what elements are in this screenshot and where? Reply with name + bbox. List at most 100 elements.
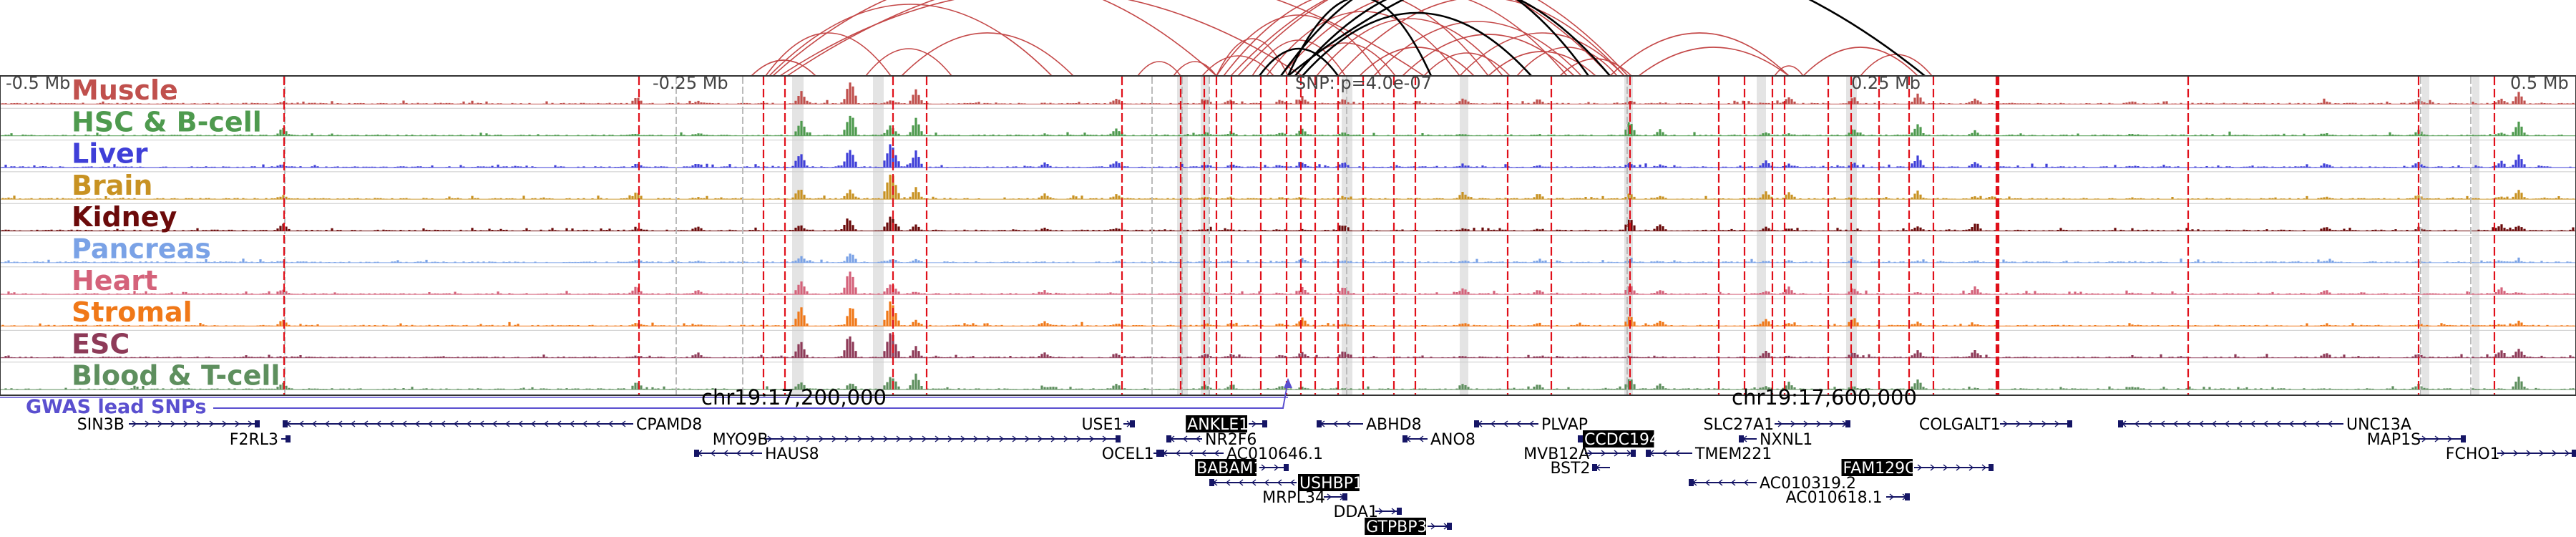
track-signal xyxy=(1,174,2575,200)
strand-arrow xyxy=(1614,450,1619,457)
strand-arrow xyxy=(337,420,343,427)
gene-sin3b[interactable]: SIN3B xyxy=(77,416,260,434)
gene-ac010618-1[interactable]: AC010618.1 xyxy=(1786,489,1910,507)
gene-fcho1[interactable]: FCHO1 xyxy=(2446,445,2576,463)
contact-arc xyxy=(1137,61,1181,77)
strand-arrow xyxy=(569,420,575,427)
gene-label: AC010618.1 xyxy=(1786,489,1883,507)
strand-arrow xyxy=(324,420,330,427)
gene-abhd8[interactable]: ABHD8 xyxy=(1317,416,1422,434)
strand-arrow xyxy=(1662,450,1667,457)
gene-unc13a[interactable]: UNC13A xyxy=(2118,416,2411,434)
strand-arrow xyxy=(1025,435,1030,442)
exon-block xyxy=(1578,435,1583,442)
strand-arrow xyxy=(1743,479,1749,486)
gene-colgalt1[interactable]: COLGALT1 xyxy=(1919,416,2072,434)
gene-label: BST2 xyxy=(1550,460,1590,478)
strand-arrow xyxy=(2539,450,2545,457)
coordinate-label-right: chr19:17,600,000 xyxy=(1732,385,1917,410)
track-label-heart: Heart xyxy=(72,265,157,296)
strand-arrow xyxy=(896,435,902,442)
strand-arrow xyxy=(1238,479,1244,486)
gene-gtpbp3[interactable]: GTPBP3 xyxy=(1365,518,1452,536)
gene-use1[interactable]: USE1 xyxy=(1081,416,1135,434)
coordinate-label-left: chr19:17,200,000 xyxy=(701,385,887,410)
strand-arrow xyxy=(1917,464,1923,471)
track-label-kidney: Kidney xyxy=(72,201,177,233)
strand-arrow xyxy=(1503,420,1508,427)
gene-ankle1[interactable]: ANKLE1 xyxy=(1186,415,1267,434)
gene-ocel1[interactable]: OCEL1 xyxy=(1102,445,1161,463)
strand-arrow xyxy=(582,420,587,427)
strand-arrow xyxy=(209,420,215,427)
gene-label: NR2F6 xyxy=(1205,431,1257,449)
gene-label: MRPL34 xyxy=(1262,489,1325,507)
gene-babam1[interactable]: BABAM1 xyxy=(1195,459,1289,478)
gene-mvb12a[interactable]: MVB12A xyxy=(1523,445,1636,463)
exon-block xyxy=(1130,420,1135,427)
gwas-snp-marker[interactable] xyxy=(1284,378,1292,388)
track-label-esc: ESC xyxy=(72,328,130,359)
snp-contact-arc xyxy=(1287,0,1926,77)
gene-bst2[interactable]: BST2 xyxy=(1550,460,1610,478)
strand-arrow xyxy=(196,420,202,427)
strand-arrow xyxy=(2147,420,2152,427)
track-label-blood: Blood & T-cell xyxy=(72,360,280,392)
strand-arrow xyxy=(831,435,837,442)
track-label-muscle: Muscle xyxy=(72,74,178,106)
gene-slc27a1[interactable]: SLC27A1 xyxy=(1704,416,1850,434)
gene-map1s[interactable]: MAP1S xyxy=(2367,431,2466,449)
exon-block xyxy=(1989,464,1994,471)
gene-label: PLVAP xyxy=(1541,416,1588,434)
contact-arc xyxy=(1230,0,1611,77)
exon-block xyxy=(1159,450,1164,457)
gene-ushbp1[interactable]: USHBP1 xyxy=(1209,474,1363,493)
gene-highlight xyxy=(1195,459,1257,476)
strand-arrow xyxy=(1430,523,1436,530)
gene-f2rl3[interactable]: F2RL3 xyxy=(230,431,291,449)
gene-label: MVB12A xyxy=(1523,445,1589,463)
contact-arc xyxy=(769,4,1053,77)
gene-myo9b[interactable]: MYO9B xyxy=(713,431,1121,449)
track-esc xyxy=(0,333,2576,359)
gene-fam129c[interactable]: FAM129C xyxy=(1841,459,1994,478)
strand-arrow xyxy=(1829,420,1835,427)
exon-block xyxy=(2461,435,2466,442)
strand-arrow xyxy=(1038,435,1043,442)
gene-tmem221[interactable]: TMEM221 xyxy=(1646,445,1772,463)
gene-ac010319-2[interactable]: AC010319.2 xyxy=(1689,475,1856,493)
snp-contact-arc xyxy=(1287,0,1433,77)
exon-block xyxy=(1905,493,1910,500)
exon-block xyxy=(286,435,291,442)
track-label-pancreas: Pancreas xyxy=(72,233,211,265)
gene-label: NXNL1 xyxy=(1760,431,1813,449)
contact-arc xyxy=(1609,32,1790,77)
contact-arc xyxy=(751,59,816,77)
gene-nr2f6[interactable]: NR2F6 xyxy=(1166,431,1257,449)
strand-arrow xyxy=(844,435,850,442)
gene-haus8[interactable]: HAUS8 xyxy=(694,445,819,463)
gene-nxnl1[interactable]: NXNL1 xyxy=(1739,431,1813,449)
strand-arrow xyxy=(857,435,863,442)
gene-ccdc194[interactable]: CCDC194 xyxy=(1578,430,1659,449)
exon-block xyxy=(283,420,288,427)
track-signal xyxy=(0,216,2575,231)
exon-block xyxy=(1474,420,1479,427)
gene-label: ANKLE1 xyxy=(1187,416,1249,434)
gene-highlight xyxy=(1186,415,1247,432)
gene-ano8[interactable]: ANO8 xyxy=(1402,431,1475,449)
strand-arrow xyxy=(145,420,150,427)
track-stromal xyxy=(0,301,2576,326)
gene-plvap[interactable]: PLVAP xyxy=(1474,416,1588,434)
strand-arrow xyxy=(620,420,626,427)
gene-label: FCHO1 xyxy=(2446,445,2500,463)
strand-arrow xyxy=(1274,464,1279,471)
strand-arrow xyxy=(1777,420,1783,427)
strand-arrow xyxy=(2288,420,2294,427)
gene-cpamd8[interactable]: CPAMD8 xyxy=(283,416,702,434)
gene-mrpl34[interactable]: MRPL34 xyxy=(1262,489,1347,507)
strand-arrow xyxy=(767,435,773,442)
contact-arc xyxy=(1488,51,1596,77)
